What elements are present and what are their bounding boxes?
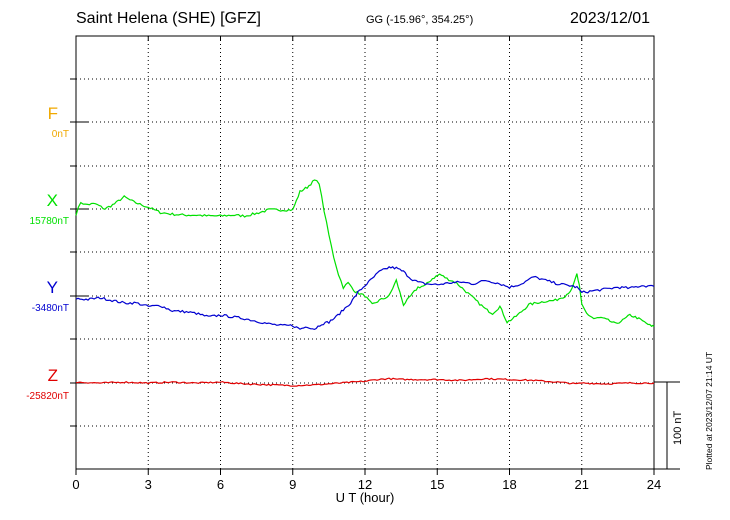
station-coordinates: GG (-15.96°, 354.25°) [366,14,474,26]
x-tick-label: 3 [145,477,152,492]
channel-f-label: F [47,104,58,123]
channel-x-label: X [46,191,58,210]
x-tick-label: 9 [289,477,296,492]
channel-x-baseline: 15780nT [29,216,69,227]
channel-z-label: Z [47,366,58,385]
x-axis-label: U T (hour) [335,490,395,505]
plot-date: 2023/12/01 [570,10,651,27]
plotted-timestamp: Plotted at 2023/12/07 21:14 UT [704,351,714,470]
x-tick-label: 15 [430,477,444,492]
series-y-line [75,266,655,331]
x-tick-label: 6 [217,477,224,492]
series-x-line [75,179,655,328]
channel-z-baseline: -25820nT [26,391,69,402]
channel-y-label: Y [46,278,58,297]
scale-bar [654,381,680,470]
series-lines [75,179,655,387]
x-tick-label: 12 [358,477,372,492]
series-z-line [75,377,655,387]
grid-lines [76,36,654,469]
channel-f-baseline: 0nT [51,129,69,140]
station-title: Saint Helena (SHE) [GFZ] [76,10,261,27]
channel-y-baseline: -3480nT [31,303,69,314]
x-tick-label: 0 [72,477,79,492]
scale-bar-label: 100 nT [672,410,684,445]
axis-ticks: 0 3 6 9 12 15 18 21 24 [70,36,661,492]
x-tick-label: 24 [647,477,661,492]
x-tick-label: 21 [575,477,589,492]
x-tick-label: 18 [502,477,516,492]
